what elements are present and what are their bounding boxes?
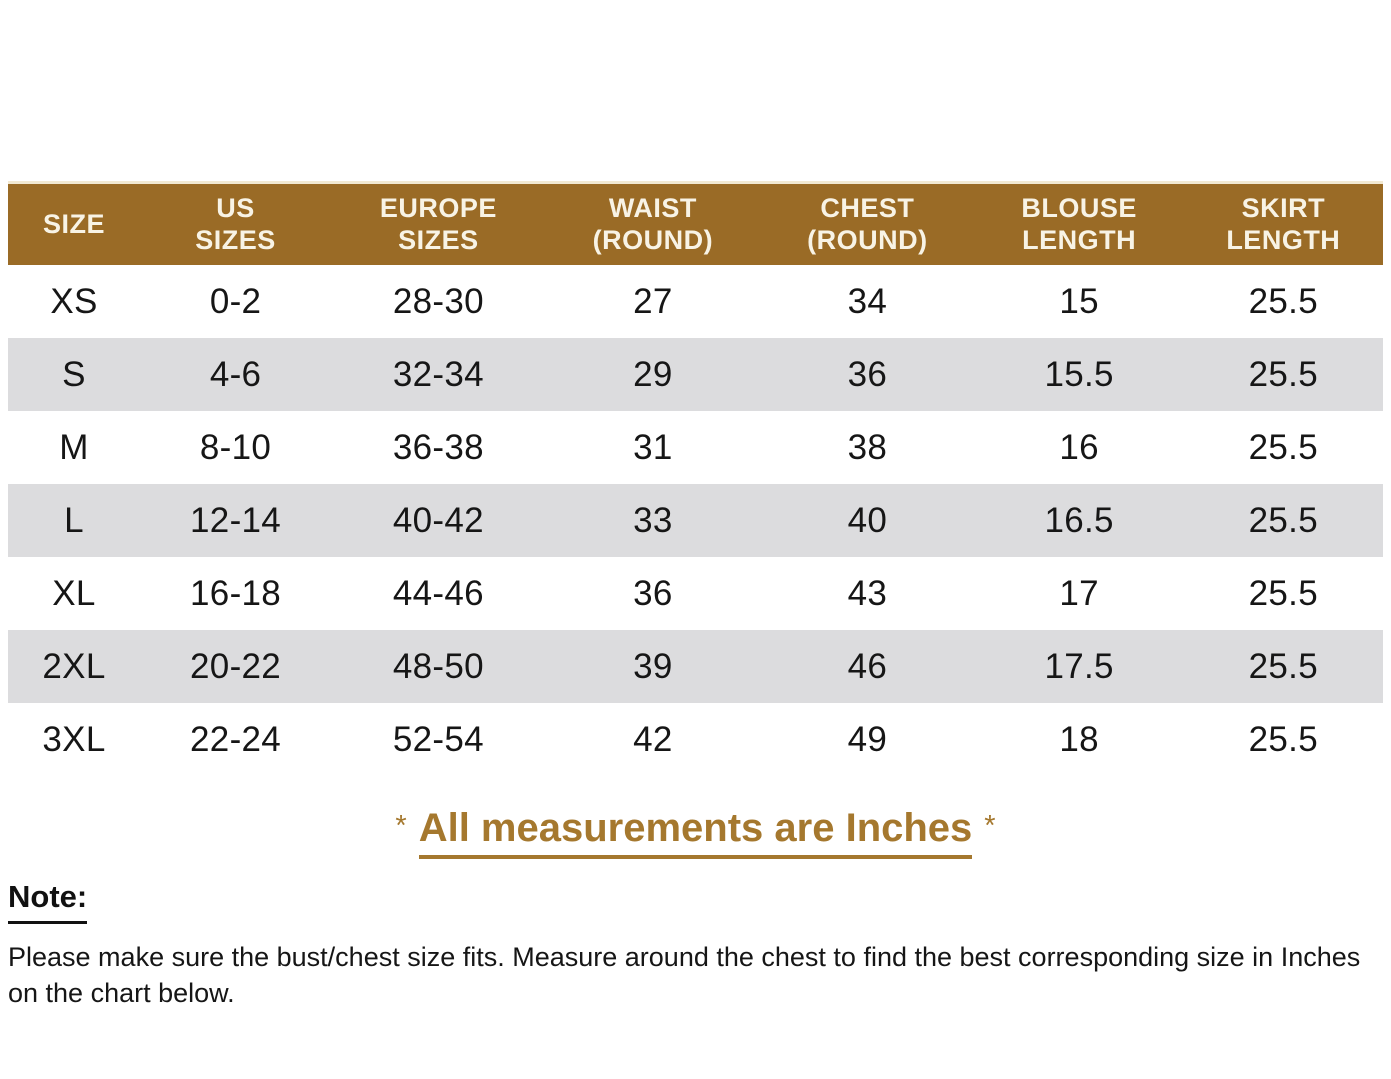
cell-blouse-length: 18 <box>1059 719 1099 759</box>
cell-europe-sizes: 40-42 <box>392 500 484 540</box>
cell-waist: 27 <box>633 281 673 321</box>
measurements-footnote-text: All measurements are Inches <box>418 806 973 859</box>
cell-us-sizes: 20-22 <box>190 646 282 686</box>
table-row-m: M 8-10 36-38 31 38 16 25.5 <box>8 411 1383 484</box>
table-row-xl: XL 16-18 44-46 36 43 17 25.5 <box>8 557 1383 630</box>
cell-chest: 34 <box>847 281 888 321</box>
cell-us-sizes: 4-6 <box>209 354 262 394</box>
asterisk-right: * <box>984 810 996 842</box>
cell-chest: 43 <box>847 573 888 613</box>
note-heading: Note: <box>8 879 1391 924</box>
cell-blouse-length: 15 <box>1059 281 1099 321</box>
cell-blouse-length: 16 <box>1059 427 1099 467</box>
table-header-row: SIZE US SIZES EUROPE SIZES WAIST (ROUND)… <box>8 181 1383 265</box>
cell-size: S <box>62 354 86 394</box>
cell-us-sizes: 0-2 <box>209 281 262 321</box>
cell-waist: 31 <box>633 427 673 467</box>
size-chart-table: SIZE US SIZES EUROPE SIZES WAIST (ROUND)… <box>8 181 1383 776</box>
cell-size: XS <box>50 281 98 321</box>
note-body-text: Please make sure the bust/chest size fit… <box>8 942 1361 1008</box>
cell-size: XL <box>52 573 96 613</box>
cell-chest: 38 <box>847 427 888 467</box>
table-row-3xl: 3XL 22-24 52-54 42 49 18 25.5 <box>8 703 1383 776</box>
cell-europe-sizes: 32-34 <box>392 354 484 394</box>
header-skirt-length: SKIRT LENGTH <box>1183 181 1383 265</box>
cell-waist: 42 <box>633 719 673 759</box>
cell-blouse-length: 17.5 <box>1044 646 1114 686</box>
cell-blouse-length: 17 <box>1059 573 1099 613</box>
cell-waist: 36 <box>633 573 673 613</box>
table-row-s: S 4-6 32-34 29 36 15.5 25.5 <box>8 338 1383 411</box>
cell-size: L <box>64 500 84 540</box>
cell-us-sizes: 12-14 <box>190 500 282 540</box>
cell-us-sizes: 8-10 <box>199 427 272 467</box>
header-size: SIZE <box>8 181 140 265</box>
cell-skirt-length: 25.5 <box>1248 646 1318 686</box>
cell-blouse-length: 15.5 <box>1044 354 1114 394</box>
table-row-2xl: 2XL 20-22 48-50 39 46 17.5 25.5 <box>8 630 1383 703</box>
cell-skirt-length: 25.5 <box>1248 427 1318 467</box>
cell-us-sizes: 22-24 <box>190 719 282 759</box>
header-waist-round: WAIST (ROUND) <box>545 181 761 265</box>
cell-skirt-length: 25.5 <box>1248 500 1318 540</box>
cell-waist: 39 <box>633 646 673 686</box>
cell-chest: 36 <box>847 354 888 394</box>
cell-chest: 49 <box>847 719 888 759</box>
cell-us-sizes: 16-18 <box>190 573 282 613</box>
cell-europe-sizes: 52-54 <box>392 719 484 759</box>
asterisk-left: * <box>395 810 407 842</box>
note-heading-text: Note: <box>8 879 88 924</box>
cell-waist: 33 <box>633 500 673 540</box>
cell-chest: 40 <box>847 500 888 540</box>
header-us-sizes: US SIZES <box>140 181 332 265</box>
header-blouse-length: BLOUSE LENGTH <box>974 181 1184 265</box>
header-europe-sizes: EUROPE SIZES <box>331 181 546 265</box>
cell-skirt-length: 25.5 <box>1248 573 1318 613</box>
cell-size: 3XL <box>42 719 106 759</box>
cell-skirt-length: 25.5 <box>1248 719 1318 759</box>
cell-europe-sizes: 28-30 <box>392 281 484 321</box>
cell-skirt-length: 25.5 <box>1248 281 1318 321</box>
cell-chest: 46 <box>847 646 888 686</box>
measurements-footnote: * All measurements are Inches * <box>0 806 1391 859</box>
cell-blouse-length: 16.5 <box>1044 500 1114 540</box>
cell-size: M <box>59 427 89 467</box>
cell-size: 2XL <box>42 646 106 686</box>
cell-europe-sizes: 48-50 <box>392 646 484 686</box>
table-row-xs: XS 0-2 28-30 27 34 15 25.5 <box>8 265 1383 338</box>
cell-europe-sizes: 44-46 <box>392 573 484 613</box>
table-row-l: L 12-14 40-42 33 40 16.5 25.5 <box>8 484 1383 557</box>
cell-waist: 29 <box>633 354 673 394</box>
cell-skirt-length: 25.5 <box>1248 354 1318 394</box>
cell-europe-sizes: 36-38 <box>392 427 484 467</box>
header-chest-round: CHEST (ROUND) <box>760 181 975 265</box>
